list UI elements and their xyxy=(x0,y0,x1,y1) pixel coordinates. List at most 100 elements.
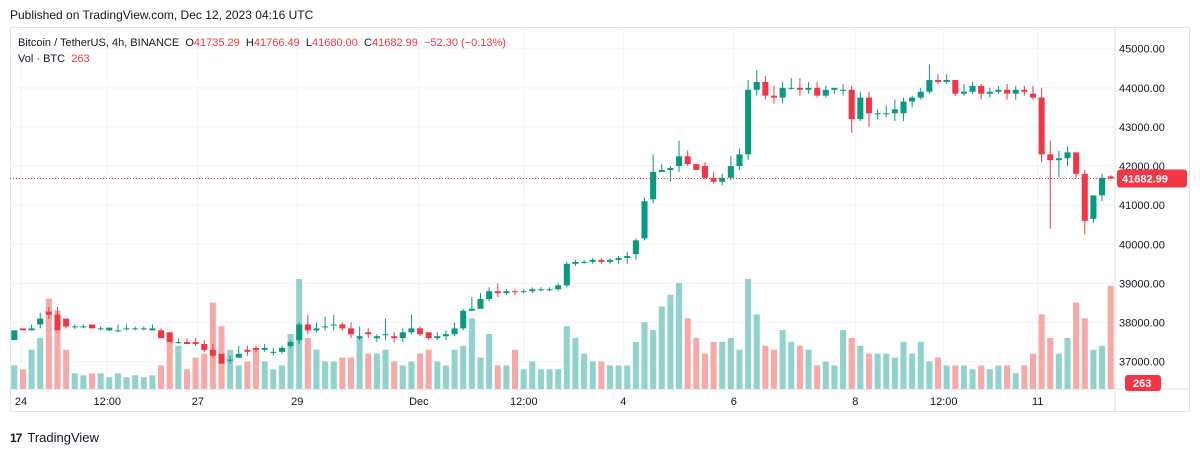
candle-body[interactable] xyxy=(166,332,173,343)
candle-body[interactable] xyxy=(287,342,294,346)
candle-body[interactable] xyxy=(140,328,147,330)
candle-body[interactable] xyxy=(88,324,96,329)
candle-body[interactable] xyxy=(192,342,199,345)
candle-body[interactable] xyxy=(762,81,769,96)
candle-body[interactable] xyxy=(373,336,380,339)
candle-body[interactable] xyxy=(753,81,760,90)
candle-body[interactable] xyxy=(598,259,605,262)
candle-body[interactable] xyxy=(1004,89,1011,94)
candle-body[interactable] xyxy=(235,353,242,358)
candle-body[interactable] xyxy=(874,113,881,115)
candle-body[interactable] xyxy=(356,336,363,339)
candle-body[interactable] xyxy=(581,261,588,263)
candle-body[interactable] xyxy=(313,328,320,331)
candle-body[interactable] xyxy=(831,87,838,90)
candle-body[interactable] xyxy=(132,328,139,330)
candle-body[interactable] xyxy=(451,328,458,335)
candle-body[interactable] xyxy=(486,291,493,300)
candle-body[interactable] xyxy=(1099,177,1106,196)
candle-body[interactable] xyxy=(218,353,225,364)
candle-body[interactable] xyxy=(537,289,544,291)
candle-body[interactable] xyxy=(322,326,329,328)
candle-body[interactable] xyxy=(511,291,519,293)
candle-body[interactable] xyxy=(719,177,726,182)
candle-body[interactable] xyxy=(1055,158,1062,161)
candle-body[interactable] xyxy=(935,80,942,82)
candle-body[interactable] xyxy=(80,326,87,328)
candle-body[interactable] xyxy=(1029,93,1037,98)
candle-body[interactable] xyxy=(494,291,501,294)
candle-body[interactable] xyxy=(1064,152,1071,159)
candle-body[interactable] xyxy=(330,324,337,326)
candle-body[interactable] xyxy=(1090,195,1097,219)
candle-body[interactable] xyxy=(408,328,415,333)
candle-body[interactable] xyxy=(926,80,933,92)
candle-body[interactable] xyxy=(45,311,52,315)
candle-body[interactable] xyxy=(382,334,389,336)
candle-body[interactable] xyxy=(848,89,855,120)
candle-body[interactable] xyxy=(278,347,285,352)
candle-body[interactable] xyxy=(417,328,424,335)
candle-body[interactable] xyxy=(891,109,898,114)
candle-body[interactable] xyxy=(261,347,268,350)
candle-body[interactable] xyxy=(442,334,449,337)
candle-body[interactable] xyxy=(347,328,355,335)
candle-body[interactable] xyxy=(710,177,717,182)
candle-body[interactable] xyxy=(736,154,743,167)
candle-body[interactable] xyxy=(123,328,130,330)
candle-body[interactable] xyxy=(632,240,639,255)
candle-body[interactable] xyxy=(399,332,406,339)
candle-body[interactable] xyxy=(701,166,708,178)
candle-body[interactable] xyxy=(304,324,311,331)
candle-body[interactable] xyxy=(917,91,924,98)
candle-body[interactable] xyxy=(650,171,657,200)
candle-body[interactable] xyxy=(296,324,303,341)
candle-body[interactable] xyxy=(563,263,570,286)
candle-body[interactable] xyxy=(1021,89,1028,92)
candle-body[interactable] xyxy=(1107,176,1114,179)
candle-body[interactable] xyxy=(658,169,665,172)
candle-body[interactable] xyxy=(227,359,234,361)
candle-body[interactable] xyxy=(391,336,398,339)
candle-body[interactable] xyxy=(1081,173,1088,221)
candle-body[interactable] xyxy=(788,87,795,89)
candle-body[interactable] xyxy=(779,87,786,98)
candle-body[interactable] xyxy=(641,201,648,239)
candle-body[interactable] xyxy=(1047,154,1054,161)
candle-body[interactable] xyxy=(270,351,277,353)
candle-body[interactable] xyxy=(770,95,778,98)
candle-body[interactable] xyxy=(624,256,631,258)
candle-body[interactable] xyxy=(546,289,553,291)
candle-body[interactable] xyxy=(960,91,967,94)
candle-body[interactable] xyxy=(1012,89,1019,94)
footer-brand[interactable]: TradingView xyxy=(27,430,99,445)
candle-body[interactable] xyxy=(339,324,346,329)
candle-body[interactable] xyxy=(572,261,579,264)
candle-body[interactable] xyxy=(434,336,441,339)
candle-body[interactable] xyxy=(28,328,35,331)
candle-body[interactable] xyxy=(365,332,372,335)
candle-body[interactable] xyxy=(952,80,959,94)
candle-body[interactable] xyxy=(114,330,121,332)
candle-body[interactable] xyxy=(1038,97,1045,155)
candle-body[interactable] xyxy=(425,332,432,339)
candle-body[interactable] xyxy=(986,91,993,94)
candle-body[interactable] xyxy=(840,89,847,91)
candle-body[interactable] xyxy=(529,289,536,292)
candlestick-chart[interactable]: 45000.0044000.0043000.0042000.0041000.00… xyxy=(10,27,1190,412)
candle-body[interactable] xyxy=(745,89,752,155)
candle-body[interactable] xyxy=(814,87,821,96)
legend-volume-label[interactable]: Vol · BTC xyxy=(18,53,66,65)
candle-body[interactable] xyxy=(54,314,61,331)
candle-body[interactable] xyxy=(676,156,683,167)
candle-body[interactable] xyxy=(995,89,1002,92)
candle-body[interactable] xyxy=(943,80,950,82)
candle-body[interactable] xyxy=(805,87,812,90)
candle-body[interactable] xyxy=(149,328,156,331)
candle-body[interactable] xyxy=(503,291,510,294)
candle-body[interactable] xyxy=(97,328,104,330)
candle-body[interactable] xyxy=(201,344,208,350)
candle-body[interactable] xyxy=(520,291,527,293)
candle-body[interactable] xyxy=(183,342,190,345)
candle-body[interactable] xyxy=(684,156,691,165)
